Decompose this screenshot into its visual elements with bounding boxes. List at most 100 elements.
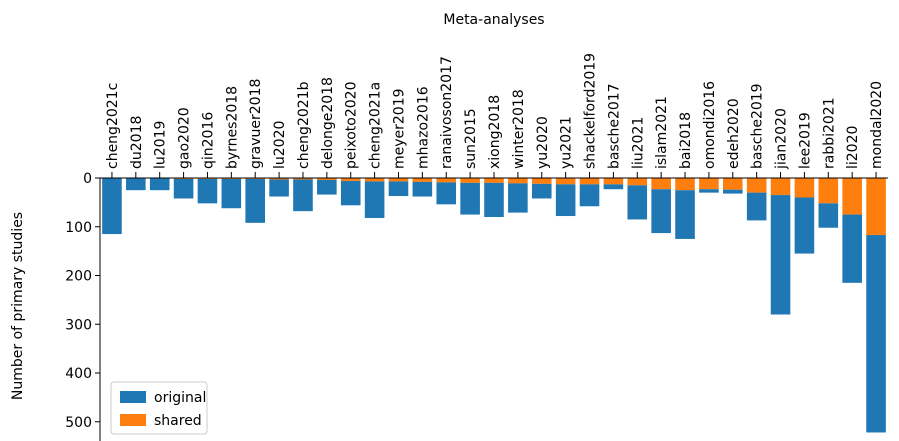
legend: original shared xyxy=(110,381,208,435)
bars-group xyxy=(102,178,886,433)
bar-original-basche2019 xyxy=(746,192,767,221)
x-tick-label: basche2019 xyxy=(750,83,766,169)
bar-shared-basche2019 xyxy=(746,178,767,193)
x-tick-label: meyer2019 xyxy=(391,88,407,169)
x-tick-label: liu2021 xyxy=(630,117,646,169)
bar-shared-mhazo2016 xyxy=(412,178,433,182)
x-tick-label: qin2016 xyxy=(200,112,216,169)
bar-shared-winter2018 xyxy=(508,178,528,184)
bar-shared-rabbi2021 xyxy=(818,178,839,204)
y-tick-label: 500 xyxy=(65,415,92,431)
x-tick-label: edeh2020 xyxy=(726,98,742,169)
bar-shared-xiong2018 xyxy=(484,178,504,183)
bar-original-lee2019 xyxy=(794,197,815,254)
x-tick-label: sun2015 xyxy=(463,108,479,169)
x-ticks-group: cheng2021c du2018 lu2019 gao2020 qin2016 byrn… xyxy=(105,53,885,178)
bar-original-mhazo2016 xyxy=(412,181,433,197)
bar-original-jian2020 xyxy=(770,195,791,315)
bar-shared-bai2018 xyxy=(675,178,695,191)
bar-shared-basche2017 xyxy=(603,178,624,185)
y-axis-label: Number of primary studies xyxy=(10,212,26,400)
legend-swatch-original xyxy=(120,391,146,403)
bar-shared-peixoto2020 xyxy=(340,178,361,181)
bar-original-islam2021 xyxy=(651,189,671,234)
bar-original-gao2020 xyxy=(173,178,194,199)
x-tick-label: basche2017 xyxy=(606,83,622,169)
x-tick-label: ranaivoson2017 xyxy=(439,56,455,169)
x-tick-label: bai2018 xyxy=(678,112,694,169)
bar-original-liu2021 xyxy=(627,185,648,220)
bar-original-byrnes2018 xyxy=(221,178,242,209)
bar-original-gravuer2018 xyxy=(245,178,266,223)
x-tick-label: lee2019 xyxy=(797,112,813,169)
x-tick-label: lu2019 xyxy=(153,121,169,169)
bar-original-xiong2018 xyxy=(484,182,504,217)
bar-original-ranaivoson2017 xyxy=(436,182,457,205)
bar-shared-yu2020 xyxy=(531,178,552,184)
x-tick-label: byrnes2018 xyxy=(224,86,240,169)
bar-shared-jian2020 xyxy=(770,178,791,196)
bar-original-bai2018 xyxy=(675,190,695,239)
bar-shared-shackelford2019 xyxy=(579,178,600,185)
bar-original-qin2016 xyxy=(197,178,218,204)
x-tick-label: shackelford2019 xyxy=(583,53,599,169)
legend-swatch-shared xyxy=(120,414,146,426)
x-tick-label: cheng2021c xyxy=(105,83,121,169)
bar-shared-edeh2020 xyxy=(722,178,743,190)
bar-shared-li2020 xyxy=(842,178,862,215)
bar-original-meyer2019 xyxy=(388,181,409,197)
bar-original-yu2020 xyxy=(531,183,552,199)
bar-original-yu2021 xyxy=(555,184,576,217)
bar-original-lu2020 xyxy=(269,179,289,197)
bar-original-shackelford2019 xyxy=(579,184,600,207)
bar-shared-cheng2021b xyxy=(293,178,313,180)
bar-shared-liu2021 xyxy=(627,178,648,186)
bar-shared-yu2021 xyxy=(555,178,576,185)
bar-original-edeh2020 xyxy=(722,189,743,194)
bar-original-sun2015 xyxy=(460,182,480,215)
bar-original-cheng2021b xyxy=(293,179,313,212)
bar-shared-lu2020 xyxy=(269,178,289,180)
bar-original-cheng2021a xyxy=(364,181,385,218)
y-tick-label: 300 xyxy=(65,317,92,333)
bar-shared-delonge2018 xyxy=(317,178,337,180)
x-tick-label: cheng2021a xyxy=(368,82,384,169)
bar-original-li2020 xyxy=(842,214,862,283)
bar-original-delonge2018 xyxy=(317,179,337,195)
bar-shared-cheng2021a xyxy=(364,178,385,182)
bar-original-lu2019 xyxy=(149,178,170,191)
x-tick-label: gao2020 xyxy=(177,107,193,169)
x-tick-label: peixoto2020 xyxy=(344,82,360,170)
legend-label-original: original xyxy=(154,390,206,406)
bar-original-winter2018 xyxy=(508,183,528,213)
x-tick-label: yu2021 xyxy=(559,116,575,169)
bar-original-basche2017 xyxy=(603,184,624,190)
x-tick-label: mhazo2016 xyxy=(415,86,431,169)
bar-original-mondal2020 xyxy=(866,235,886,433)
x-tick-label: li2020 xyxy=(845,126,861,169)
y-tick-label: 400 xyxy=(65,366,92,382)
x-tick-label: mondal2020 xyxy=(869,81,885,169)
x-tick-label: winter2018 xyxy=(511,89,527,169)
bar-original-rabbi2021 xyxy=(818,203,839,228)
x-tick-label: delonge2018 xyxy=(320,77,336,169)
bar-shared-meyer2019 xyxy=(388,178,409,182)
bar-shared-ranaivoson2017 xyxy=(436,178,457,183)
x-tick-label: jian2020 xyxy=(774,108,790,170)
x-tick-label: islam2021 xyxy=(654,96,670,169)
bar-shared-islam2021 xyxy=(651,178,671,190)
x-tick-label: xiong2018 xyxy=(487,95,503,169)
bar-original-du2018 xyxy=(126,178,146,191)
x-tick-label: lu2020 xyxy=(272,121,288,169)
x-tick-label: omondi2016 xyxy=(702,81,718,169)
bar-original-cheng2021c xyxy=(102,178,122,235)
x-tick-label: gravuer2018 xyxy=(248,79,264,169)
x-tick-label: rabbi2021 xyxy=(821,97,837,169)
x-tick-label: du2018 xyxy=(129,116,145,169)
y-ticks-group: 0 100 200 300 400 500 xyxy=(65,171,100,431)
bar-shared-lee2019 xyxy=(794,178,815,198)
y-tick-label: 0 xyxy=(83,171,92,187)
x-tick-label: cheng2021b xyxy=(296,81,312,169)
x-tick-label: yu2020 xyxy=(535,116,551,169)
